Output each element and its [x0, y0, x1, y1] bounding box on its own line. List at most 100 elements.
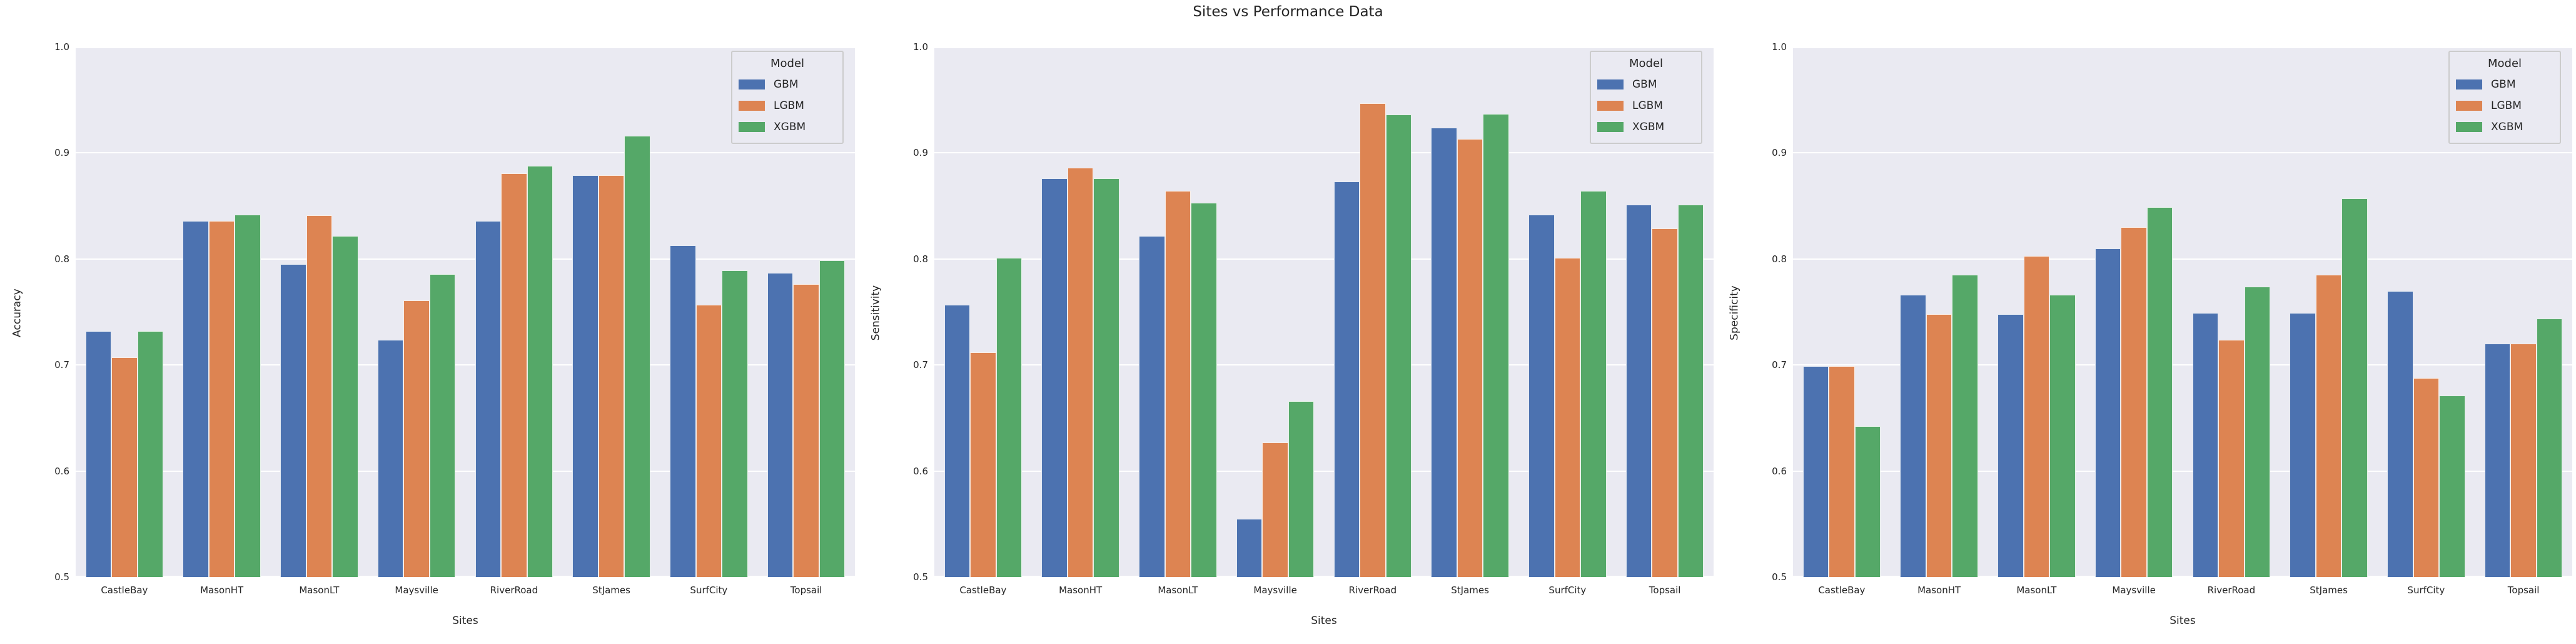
- bar-xgbm-riverroad: [2244, 286, 2271, 577]
- bar-gbm-masonlt: [280, 264, 306, 577]
- bar-lgbm-riverroad: [2218, 339, 2245, 577]
- x-tick-label-maysville: Maysville: [395, 585, 438, 596]
- bar-lgbm-masonlt: [1164, 191, 1191, 577]
- bar-gbm-masonht: [1900, 295, 1926, 577]
- y-tick-label: 0.9: [1772, 147, 1787, 159]
- y-tick-label: 0.8: [54, 253, 69, 265]
- x-tick-label-masonht: MasonHT: [200, 585, 244, 596]
- x-tick-label-maysville: Maysville: [2112, 585, 2156, 596]
- bar-lgbm-riverroad: [501, 173, 527, 577]
- y-tick-label: 0.8: [1772, 253, 1787, 265]
- chart-specificity: Specificity Model GBM LGBM XGBM Sites 1.0 0.…: [1717, 0, 2576, 644]
- bar-lgbm-stjames: [1457, 139, 1483, 577]
- bar-gbm-castlebay: [944, 304, 971, 577]
- gridline-0.6: [934, 470, 1714, 472]
- legend-swatch-lgbm: [1597, 101, 1624, 111]
- legend-label: GBM: [774, 78, 799, 91]
- x-tick-label-masonlt: MasonLT: [299, 585, 340, 596]
- bar-gbm-surfcity: [670, 245, 696, 577]
- y-tick-label: 0.5: [54, 571, 69, 583]
- bar-gbm-masonht: [1041, 178, 1068, 577]
- x-axis-label: Sites: [1311, 615, 1337, 627]
- bar-gbm-maysville: [2094, 248, 2121, 577]
- legend-swatch-xgbm: [2456, 122, 2482, 132]
- x-tick-label-topsail: Topsail: [790, 585, 822, 596]
- bar-gbm-masonht: [183, 220, 209, 577]
- y-tick-label: 1.0: [1772, 41, 1787, 53]
- x-tick-label-stjames: StJames: [592, 585, 630, 596]
- gridline-0.5: [934, 576, 1714, 577]
- x-tick-label-stjames: StJames: [2310, 585, 2348, 596]
- legend-label: GBM: [1632, 78, 1657, 91]
- x-tick-label-stjames: StJames: [1451, 585, 1489, 596]
- legend-entry-gbm: GBM: [739, 74, 836, 95]
- y-tick-label: 0.9: [913, 147, 928, 159]
- bar-lgbm-castlebay: [111, 357, 138, 577]
- bar-xgbm-surfcity: [1580, 191, 1607, 577]
- bar-xgbm-riverroad: [1385, 115, 1412, 577]
- bar-lgbm-surfcity: [1554, 258, 1581, 577]
- x-axis-label: Sites: [452, 615, 478, 627]
- bar-lgbm-castlebay: [970, 352, 996, 577]
- bar-lgbm-topsail: [793, 284, 819, 577]
- gridline-1.0: [934, 47, 1714, 48]
- bar-gbm-riverroad: [1333, 181, 1360, 577]
- bar-lgbm-maysville: [403, 300, 430, 577]
- y-tick-label: 0.7: [1772, 359, 1787, 371]
- bar-lgbm-masonlt: [306, 215, 333, 577]
- legend-swatch-xgbm: [739, 122, 765, 132]
- plot-area: Model GBM LGBM XGBM: [934, 47, 1714, 577]
- bar-lgbm-surfcity: [2413, 377, 2440, 577]
- plot-area: Model GBM LGBM XGBM: [1793, 47, 2572, 577]
- bar-xgbm-maysville: [1288, 401, 1315, 577]
- bar-xgbm-topsail: [1677, 205, 1704, 577]
- legend-label: XGBM: [1632, 121, 1665, 133]
- legend-label: GBM: [2491, 78, 2516, 91]
- bar-lgbm-surfcity: [695, 304, 722, 577]
- y-tick-label: 0.9: [54, 147, 69, 159]
- bar-xgbm-stjames: [1483, 113, 1509, 577]
- bar-xgbm-masonlt: [1191, 203, 1217, 577]
- gridline-0.7: [76, 364, 855, 366]
- x-tick-label-riverroad: RiverRoad: [2207, 585, 2256, 596]
- legend-entry-lgbm: LGBM: [1597, 95, 1695, 116]
- legend-entry-xgbm: XGBM: [739, 116, 836, 138]
- bar-xgbm-stjames: [624, 136, 650, 577]
- legend: Model GBM LGBM XGBM: [731, 51, 844, 144]
- y-axis-label: Accuracy: [11, 289, 24, 337]
- chart-accuracy: Accuracy Model GBM LGBM XGBM Sites 1.0 0.9 0.…: [0, 0, 859, 644]
- bar-lgbm-stjames: [598, 175, 625, 577]
- y-tick-label: 1.0: [913, 41, 928, 53]
- x-tick-label-masonht: MasonHT: [1917, 585, 1961, 596]
- legend-label: LGBM: [2491, 100, 2522, 112]
- bar-gbm-masonlt: [1998, 314, 2024, 577]
- legend-entry-xgbm: XGBM: [2456, 116, 2553, 138]
- legend-entry-lgbm: LGBM: [2456, 95, 2553, 116]
- bar-lgbm-masonlt: [2023, 255, 2050, 577]
- gridline-0.6: [76, 470, 855, 472]
- bar-gbm-masonlt: [1139, 235, 1165, 577]
- gridline-0.9: [76, 152, 855, 154]
- bar-lgbm-masonht: [1926, 314, 1952, 577]
- bar-lgbm-riverroad: [1360, 103, 1386, 577]
- legend-title: Model: [2487, 57, 2522, 70]
- gridline-0.5: [76, 576, 855, 577]
- x-axis-label: Sites: [2169, 615, 2196, 627]
- legend-swatch-lgbm: [2456, 101, 2482, 111]
- bar-lgbm-topsail: [2510, 344, 2537, 577]
- bar-lgbm-castlebay: [1829, 365, 1855, 577]
- bar-xgbm-surfcity: [2439, 396, 2465, 577]
- legend-entry-gbm: GBM: [1597, 74, 1695, 95]
- bar-xgbm-castlebay: [137, 331, 164, 577]
- bar-gbm-maysville: [1236, 518, 1263, 577]
- legend-entry-xgbm: XGBM: [1597, 116, 1695, 138]
- y-tick-label: 0.6: [1772, 465, 1787, 477]
- bar-lgbm-maysville: [1262, 442, 1288, 577]
- legend: Model GBM LGBM XGBM: [2448, 51, 2561, 144]
- x-tick-label-masonht: MasonHT: [1059, 585, 1103, 596]
- gridline-0.7: [934, 364, 1714, 366]
- bar-gbm-topsail: [1625, 205, 1652, 577]
- y-tick-label: 0.8: [913, 253, 928, 265]
- legend-label: LGBM: [1632, 100, 1663, 112]
- bar-xgbm-topsail: [819, 260, 846, 577]
